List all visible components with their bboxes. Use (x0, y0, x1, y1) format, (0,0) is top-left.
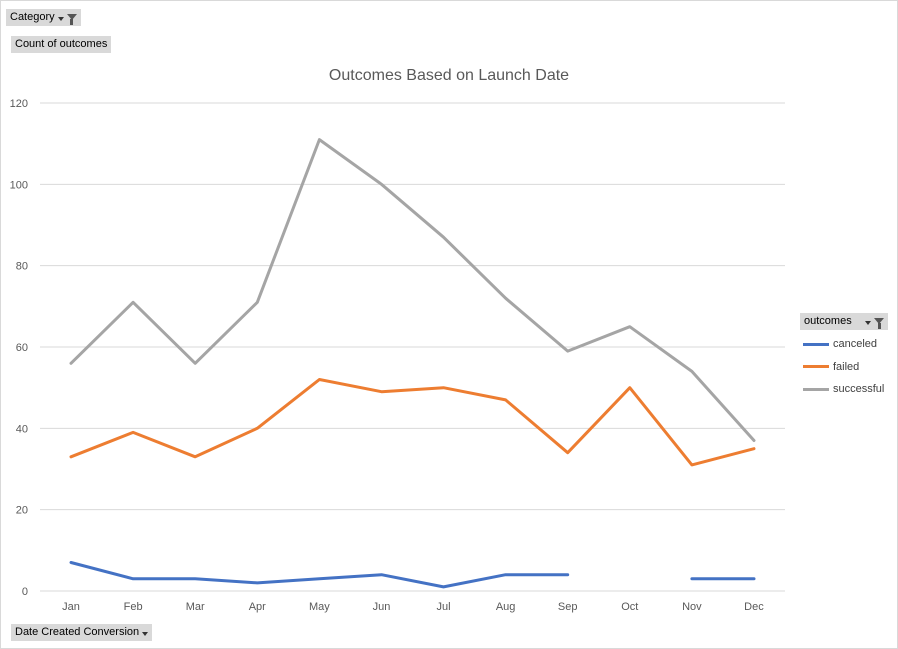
chevron-down-icon (57, 17, 64, 21)
legend-field-label: outcomes (804, 315, 852, 327)
y-tick-label: 120 (10, 98, 28, 110)
axis-field-button[interactable]: Date Created Conversion (11, 624, 153, 641)
y-tick-label: 0 (22, 586, 28, 598)
category-filter-label: Category (10, 11, 55, 23)
filter-icon (874, 317, 884, 329)
x-tick-label: Jun (373, 601, 391, 613)
chevron-down-icon (142, 632, 149, 636)
values-field-button[interactable]: Count of outcomes (11, 36, 112, 53)
chart-title: Outcomes Based on Launch Date (329, 67, 569, 84)
legend-label: failed (833, 360, 860, 373)
legend-label: canceled (833, 338, 878, 351)
category-filter-button[interactable]: Category (6, 9, 81, 26)
y-tick-label: 40 (16, 423, 28, 435)
legend-swatch (803, 387, 829, 391)
x-tick-label: Jan (62, 601, 80, 613)
y-tick-label: 20 (16, 505, 28, 517)
legend-field-button[interactable]: outcomes (800, 313, 888, 330)
x-tick-label: Oct (621, 601, 638, 613)
legend: canceled failed successful (800, 333, 890, 401)
y-axis-ticks: 0 20 40 60 80 100 120 (10, 98, 28, 598)
values-field-label: Count of outcomes (15, 38, 108, 50)
x-axis-ticks: Jan Feb Mar Apr May Jun Jul Aug Sep Oct Nov Dec (62, 601, 764, 613)
legend-item-successful: successful (800, 378, 890, 401)
series-line-successful (69, 138, 756, 442)
x-tick-label: Dec (744, 601, 764, 613)
filter-icon (66, 13, 77, 25)
axis-field-label: Date Created Conversion (15, 626, 140, 638)
legend-item-failed: failed (800, 356, 890, 379)
series-line-canceled (69, 561, 570, 589)
x-tick-label: Mar (186, 601, 205, 613)
chevron-down-icon (865, 321, 871, 325)
y-tick-label: 80 (16, 261, 28, 273)
series-line-failed (69, 378, 756, 467)
y-tick-label: 60 (16, 342, 28, 354)
x-tick-label: Jul (437, 601, 451, 613)
legend-label: successful (833, 383, 885, 396)
series-lines (69, 138, 756, 589)
y-tick-label: 100 (10, 179, 28, 191)
x-tick-label: Aug (496, 601, 516, 613)
legend-swatch (803, 365, 829, 369)
x-tick-label: Nov (682, 601, 702, 613)
legend-item-canceled: canceled (800, 333, 890, 356)
x-tick-label: Apr (249, 601, 266, 613)
x-tick-label: Feb (124, 601, 143, 613)
gridlines (40, 102, 785, 592)
legend-swatch (803, 342, 829, 346)
x-tick-label: May (309, 601, 330, 613)
x-tick-label: Sep (558, 601, 578, 613)
